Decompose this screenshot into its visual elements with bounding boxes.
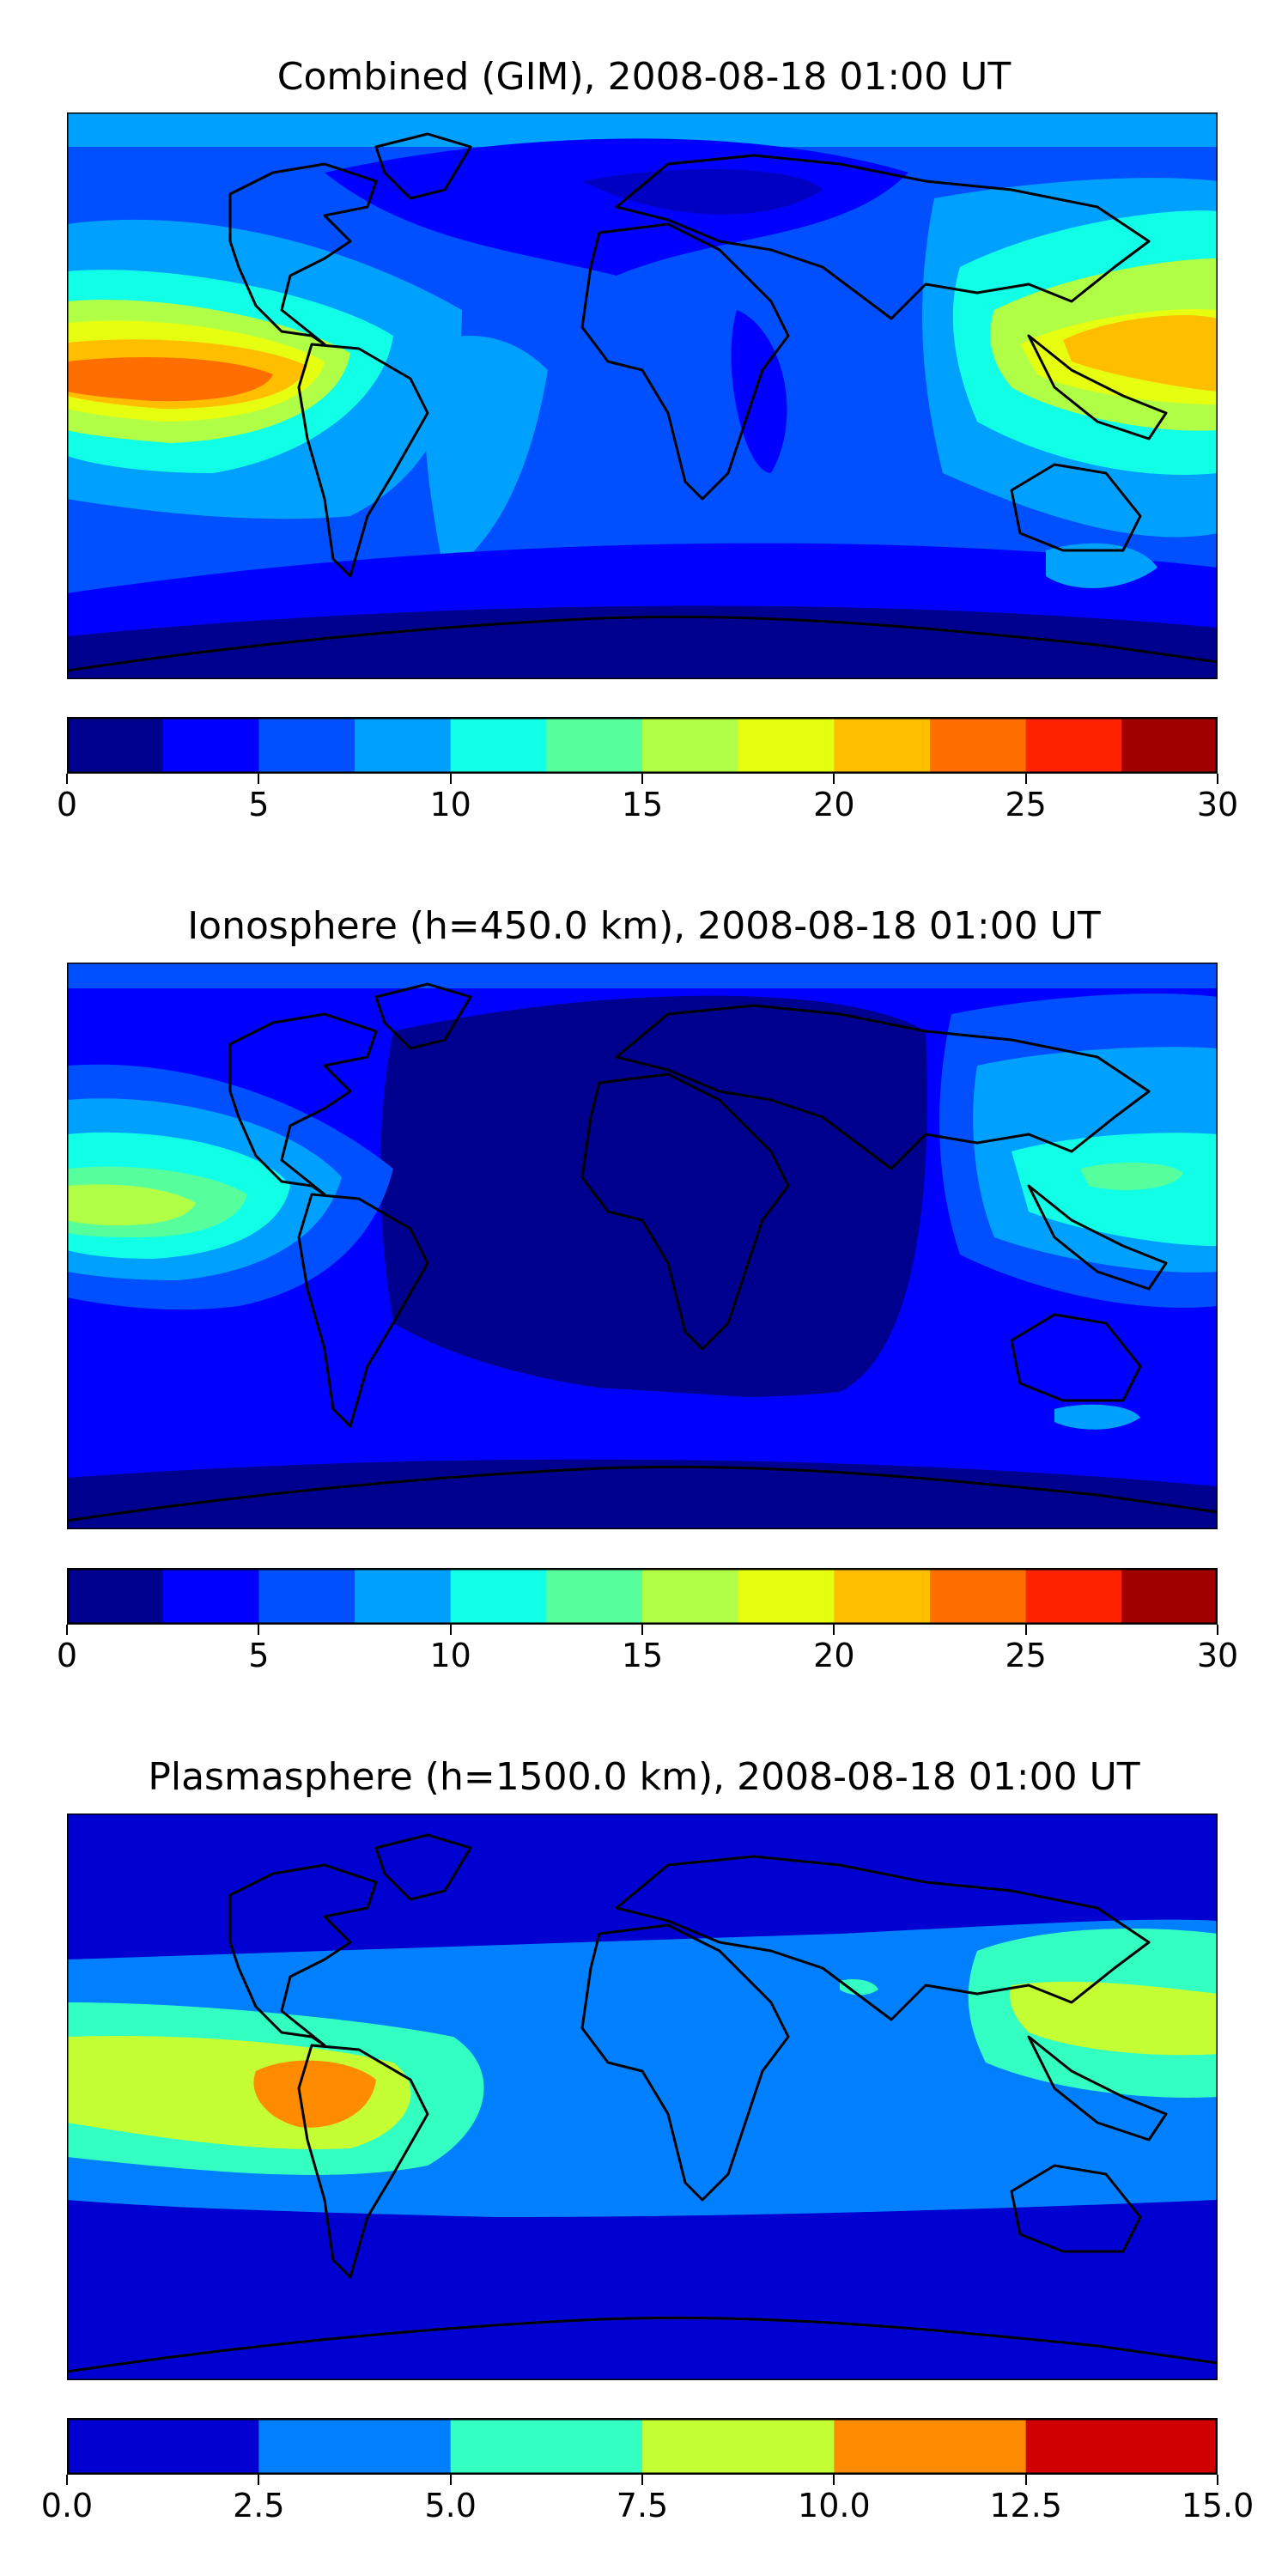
tec-map-plasmasphere [67,1814,1218,2380]
colorbar-tick-label: 15.0 [1181,2487,1255,2524]
colorbar-band [546,1568,643,1625]
colorbar-tick-label: 5 [248,1637,270,1674]
colorbar-band [1025,1568,1122,1625]
colorbar-ticks: 0.0 2.5 5.0 7.5 10.0 12.5 15.0 [41,2475,1254,2526]
colorbar-tick-mark [449,2475,452,2485]
colorbar-tick-mark [1024,774,1027,784]
colorbar-tick-mark [66,1625,68,1635]
colorbar-tick-label: 5.0 [424,2487,477,2524]
colorbar-band [1025,2418,1218,2475]
colorbar-band [450,717,547,774]
colorbar-band [1121,717,1218,774]
colorbar-band [834,2418,1027,2475]
colorbar-tick-label: 15 [621,1637,664,1674]
colorbar-tick-label: 25 [1005,786,1047,823]
colorbar-band [1121,1568,1218,1625]
colorbar-band [546,717,643,774]
colorbar-plasmasphere [67,2418,1218,2475]
colorbar-band [162,1568,259,1625]
colorbar-combined [67,717,1218,774]
colorbar-tick-mark [1217,2475,1218,2485]
colorbar-band [67,1568,164,1625]
colorbar-tick-label: 0.0 [40,2487,94,2524]
colorbar-ticks: 0 5 10 15 20 25 30 [57,1625,1238,1676]
colorbar-band [258,1568,355,1625]
panel-title: Combined (GIM), 2008-08-18 01:00 UT [276,55,1012,99]
colorbar-tick-mark [1024,2475,1027,2485]
colorbar-tick-label: 25 [1005,1637,1047,1674]
colorbar-tick-mark [833,774,835,784]
colorbar-tick-label: 10 [429,786,471,823]
colorbar-band [738,1568,835,1625]
colorbar-tick-mark [833,2475,835,2485]
colorbar-tick-label: 0 [56,786,78,823]
colorbar-tick-mark [258,2475,260,2485]
colorbar-tick-mark [449,1625,452,1635]
colorbar-ticks: 0 5 10 15 20 25 30 [57,774,1238,825]
colorbar-bands [67,717,1218,774]
colorbar-tick-label: 5 [248,786,270,823]
colorbar-tick-mark [258,774,260,784]
colorbar-band [834,1568,931,1625]
colorbar-band [930,1568,1027,1625]
colorbar-band [834,717,931,774]
colorbar-tick-label: 7.5 [616,2487,669,2524]
tec-map-ionosphere [67,963,1218,1529]
colorbar-band [642,2418,835,2475]
colorbar-tick-mark [66,2475,68,2485]
colorbar-band [738,717,835,774]
colorbar-tick-label: 12.5 [989,2487,1062,2524]
colorbar-band [258,2418,452,2475]
colorbar-tick-mark [833,1625,835,1635]
panel-title: Ionosphere (h=450.0 km), 2008-08-18 01:0… [187,904,1101,948]
colorbar-tick-label: 20 [813,1637,855,1674]
colorbar-band [450,2418,643,2475]
colorbar-tick-mark [66,774,68,784]
colorbar-band [355,717,452,774]
colorbar-band [258,717,355,774]
colorbar-tick-mark [449,774,452,784]
colorbar-tick-label: 10 [429,1637,471,1674]
colorbar-tick-mark [1024,1625,1027,1635]
colorbar-band [162,717,259,774]
colorbar-bands [67,2418,1218,2475]
colorbar-tick-label: 0 [56,1637,78,1674]
colorbar-band [355,1568,452,1625]
colorbar-tick-label: 30 [1196,1637,1239,1674]
colorbar-tick-mark [641,2475,643,2485]
colorbar-band [642,717,739,774]
colorbar-tick-label: 10.0 [798,2487,871,2524]
colorbar-tick-label: 20 [813,786,855,823]
colorbar-tick-mark [258,1625,260,1635]
colorbar-band [67,717,164,774]
panel-title: Plasmasphere (h=1500.0 km), 2008-08-18 0… [148,1755,1140,1799]
colorbar-band [450,1568,547,1625]
colorbar-tick-label: 30 [1196,786,1239,823]
colorbar-tick-mark [641,1625,643,1635]
colorbar-ionosphere [67,1568,1218,1625]
colorbar-tick-label: 2.5 [233,2487,285,2524]
colorbar-bands [67,1568,1218,1625]
colorbar-tick-mark [1217,1625,1218,1635]
colorbar-tick-mark [1217,774,1218,784]
colorbar-tick-mark [641,774,643,784]
tec-map-combined [67,112,1218,679]
colorbar-band [67,2418,259,2475]
colorbar-band [1025,717,1122,774]
colorbar-tick-label: 15 [621,786,664,823]
colorbar-band [930,717,1027,774]
colorbar-band [642,1568,739,1625]
